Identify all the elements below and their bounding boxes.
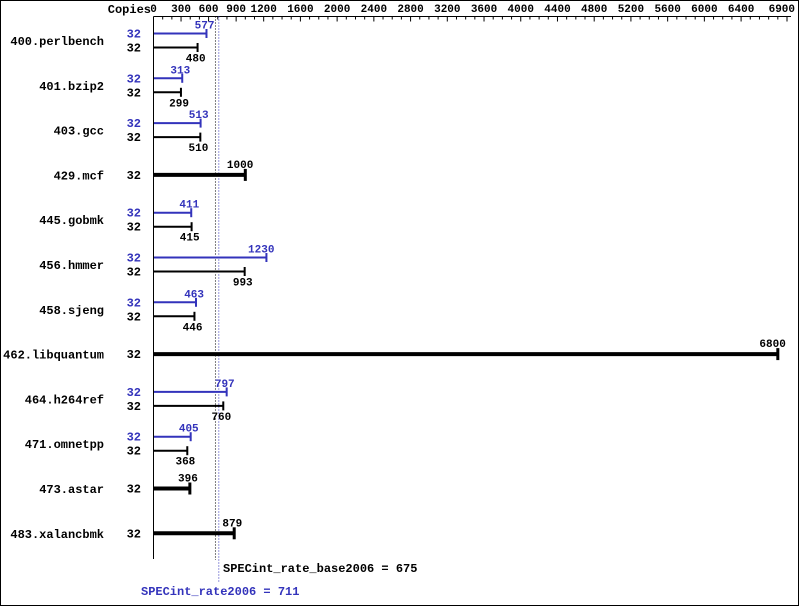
benchmark-name: 403.gcc bbox=[54, 125, 104, 139]
peak-copies-value: 32 bbox=[127, 386, 141, 400]
axis-tick-label: 1200 bbox=[250, 4, 276, 16]
axis-tick-label: 300 bbox=[171, 4, 191, 16]
base-value-label: 446 bbox=[183, 322, 203, 334]
peak-value-label: 1230 bbox=[248, 245, 274, 257]
peak-copies-value: 32 bbox=[127, 207, 141, 221]
base-value-label: 1000 bbox=[227, 160, 253, 172]
benchmark-name: 400.perlbench bbox=[10, 35, 104, 49]
benchmark-name: 456.hmmer bbox=[39, 259, 104, 273]
axis-tick-label: 4400 bbox=[544, 4, 570, 16]
axis-tick-label: 1600 bbox=[287, 4, 313, 16]
base-rate-summary: SPECint_rate_base2006 = 675 bbox=[223, 562, 418, 576]
base-value-label: 396 bbox=[178, 474, 198, 486]
peak-value-label: 797 bbox=[215, 379, 235, 391]
axis-tick-label: 6400 bbox=[728, 4, 754, 16]
axis-tick-label: 600 bbox=[199, 4, 219, 16]
peak-copies-value: 32 bbox=[127, 296, 141, 310]
peak-value-label: 513 bbox=[189, 110, 209, 122]
peak-rate-summary: SPECint_rate2006 = 711 bbox=[141, 585, 300, 599]
base-value-label: 415 bbox=[180, 233, 200, 245]
axis-tick-label: 3600 bbox=[471, 4, 497, 16]
benchmark-name: 473.astar bbox=[39, 483, 104, 497]
base-value-label: 6800 bbox=[759, 339, 785, 351]
base-value-label: 760 bbox=[211, 412, 231, 424]
base-value-label: 879 bbox=[222, 518, 242, 530]
benchmark-name: 458.sjeng bbox=[39, 304, 104, 318]
base-copies-value: 32 bbox=[127, 131, 141, 145]
copies-axis-label: Copies bbox=[107, 3, 151, 17]
axis-tick-label: 900 bbox=[226, 4, 246, 16]
base-value-label: 993 bbox=[233, 278, 253, 290]
axis-tick-label: 4800 bbox=[581, 4, 607, 16]
base-copies-value: 32 bbox=[127, 86, 141, 100]
base-copies-value: 32 bbox=[127, 400, 141, 414]
benchmark-name: 445.gobmk bbox=[39, 214, 104, 228]
axis-tick-label: 2800 bbox=[397, 4, 423, 16]
benchmark-name: 464.h264ref bbox=[25, 393, 104, 407]
base-copies-value: 32 bbox=[127, 221, 141, 235]
benchmark-name: 462.libquantum bbox=[3, 349, 104, 363]
axis-tick-label: 2000 bbox=[324, 4, 350, 16]
peak-value-label: 313 bbox=[170, 65, 190, 77]
base-copies-value: 32 bbox=[127, 310, 141, 324]
axis-tick-label: 5200 bbox=[618, 4, 644, 16]
axis-tick-label: 4000 bbox=[508, 4, 534, 16]
base-copies-value: 32 bbox=[127, 348, 141, 362]
base-value-label: 480 bbox=[186, 54, 206, 66]
peak-value-label: 411 bbox=[179, 200, 199, 212]
peak-value-label: 405 bbox=[179, 424, 199, 436]
base-copies-value: 32 bbox=[127, 483, 141, 497]
peak-copies-value: 32 bbox=[127, 28, 141, 42]
peak-copies-value: 32 bbox=[127, 252, 141, 266]
peak-copies-value: 32 bbox=[127, 72, 141, 86]
peak-value-label: 577 bbox=[195, 21, 215, 33]
base-value-label: 368 bbox=[175, 457, 195, 469]
base-copies-value: 32 bbox=[127, 527, 141, 541]
axis-tick-label: 6000 bbox=[691, 4, 717, 16]
peak-value-label: 463 bbox=[184, 289, 204, 301]
base-copies-value: 32 bbox=[127, 169, 141, 183]
axis-tick-label: 5600 bbox=[654, 4, 680, 16]
peak-copies-value: 32 bbox=[127, 117, 141, 131]
axis-tick-label: 6900 bbox=[769, 4, 795, 16]
axis-tick-label: 2400 bbox=[361, 4, 387, 16]
benchmark-name: 483.xalancbmk bbox=[10, 528, 104, 542]
benchmark-name: 471.omnetpp bbox=[25, 438, 104, 452]
base-copies-value: 32 bbox=[127, 42, 141, 56]
axis-tick-label: 3200 bbox=[434, 4, 460, 16]
benchmark-name: 401.bzip2 bbox=[39, 80, 104, 94]
peak-copies-value: 32 bbox=[127, 431, 141, 445]
base-copies-value: 32 bbox=[127, 266, 141, 280]
axis-tick-label: 0 bbox=[150, 4, 157, 16]
benchmark-name: 429.mcf bbox=[54, 169, 104, 183]
base-value-label: 299 bbox=[169, 98, 189, 110]
base-value-label: 510 bbox=[189, 143, 209, 155]
base-copies-value: 32 bbox=[127, 445, 141, 459]
